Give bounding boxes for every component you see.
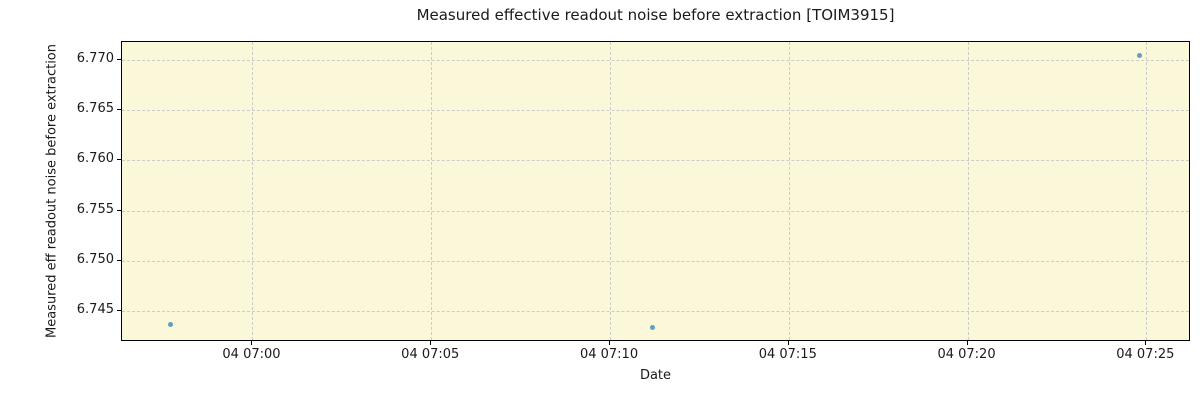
plot-area bbox=[121, 41, 1190, 341]
vertical-gridline bbox=[967, 42, 969, 340]
y-tick-label: 6.745 bbox=[76, 301, 114, 317]
y-tick-mark bbox=[117, 209, 121, 211]
vertical-gridline bbox=[610, 42, 612, 340]
chart-title: Measured effective readout noise before … bbox=[416, 6, 895, 24]
y-tick-label: 6.770 bbox=[76, 51, 114, 67]
vertical-gridline bbox=[431, 42, 433, 340]
x-tick-mark bbox=[787, 341, 789, 345]
vertical-gridline bbox=[788, 42, 790, 340]
y-tick-mark bbox=[117, 159, 121, 161]
y-tick-mark bbox=[117, 309, 121, 311]
vertical-gridline bbox=[1146, 42, 1148, 340]
y-tick-mark bbox=[117, 259, 121, 261]
x-axis-label: Date bbox=[639, 368, 672, 383]
horizontal-gridline bbox=[122, 160, 1189, 162]
x-tick-mark bbox=[609, 341, 611, 345]
x-tick-mark bbox=[430, 341, 432, 345]
data-point bbox=[650, 325, 656, 331]
data-point bbox=[1136, 52, 1142, 58]
y-tick-label: 6.765 bbox=[76, 101, 114, 117]
horizontal-gridline bbox=[122, 260, 1189, 262]
horizontal-gridline bbox=[122, 60, 1189, 62]
x-tick-label: 04 07:10 bbox=[579, 347, 639, 362]
x-tick-mark bbox=[1145, 341, 1147, 345]
y-tick-label: 6.760 bbox=[76, 151, 114, 167]
x-tick-mark bbox=[966, 341, 968, 345]
x-tick-label: 04 07:05 bbox=[401, 347, 460, 362]
horizontal-gridline bbox=[122, 210, 1189, 212]
x-tick-label: 04 07:20 bbox=[937, 347, 996, 362]
data-point bbox=[167, 322, 173, 328]
y-tick-label: 6.755 bbox=[76, 201, 114, 217]
x-tick-label: 04 07:15 bbox=[758, 347, 817, 362]
y-axis-label: Measured eff readout noise before extrac… bbox=[44, 43, 60, 339]
y-tick-mark bbox=[117, 59, 121, 61]
y-tick-label: 6.750 bbox=[76, 251, 114, 267]
x-tick-label: 04 07:00 bbox=[222, 347, 281, 362]
vertical-gridline bbox=[252, 42, 254, 340]
horizontal-gridline bbox=[122, 310, 1189, 312]
x-tick-label: 04 07:25 bbox=[1116, 347, 1175, 362]
horizontal-gridline bbox=[122, 110, 1189, 112]
x-tick-mark bbox=[251, 341, 253, 345]
y-tick-mark bbox=[117, 109, 121, 111]
